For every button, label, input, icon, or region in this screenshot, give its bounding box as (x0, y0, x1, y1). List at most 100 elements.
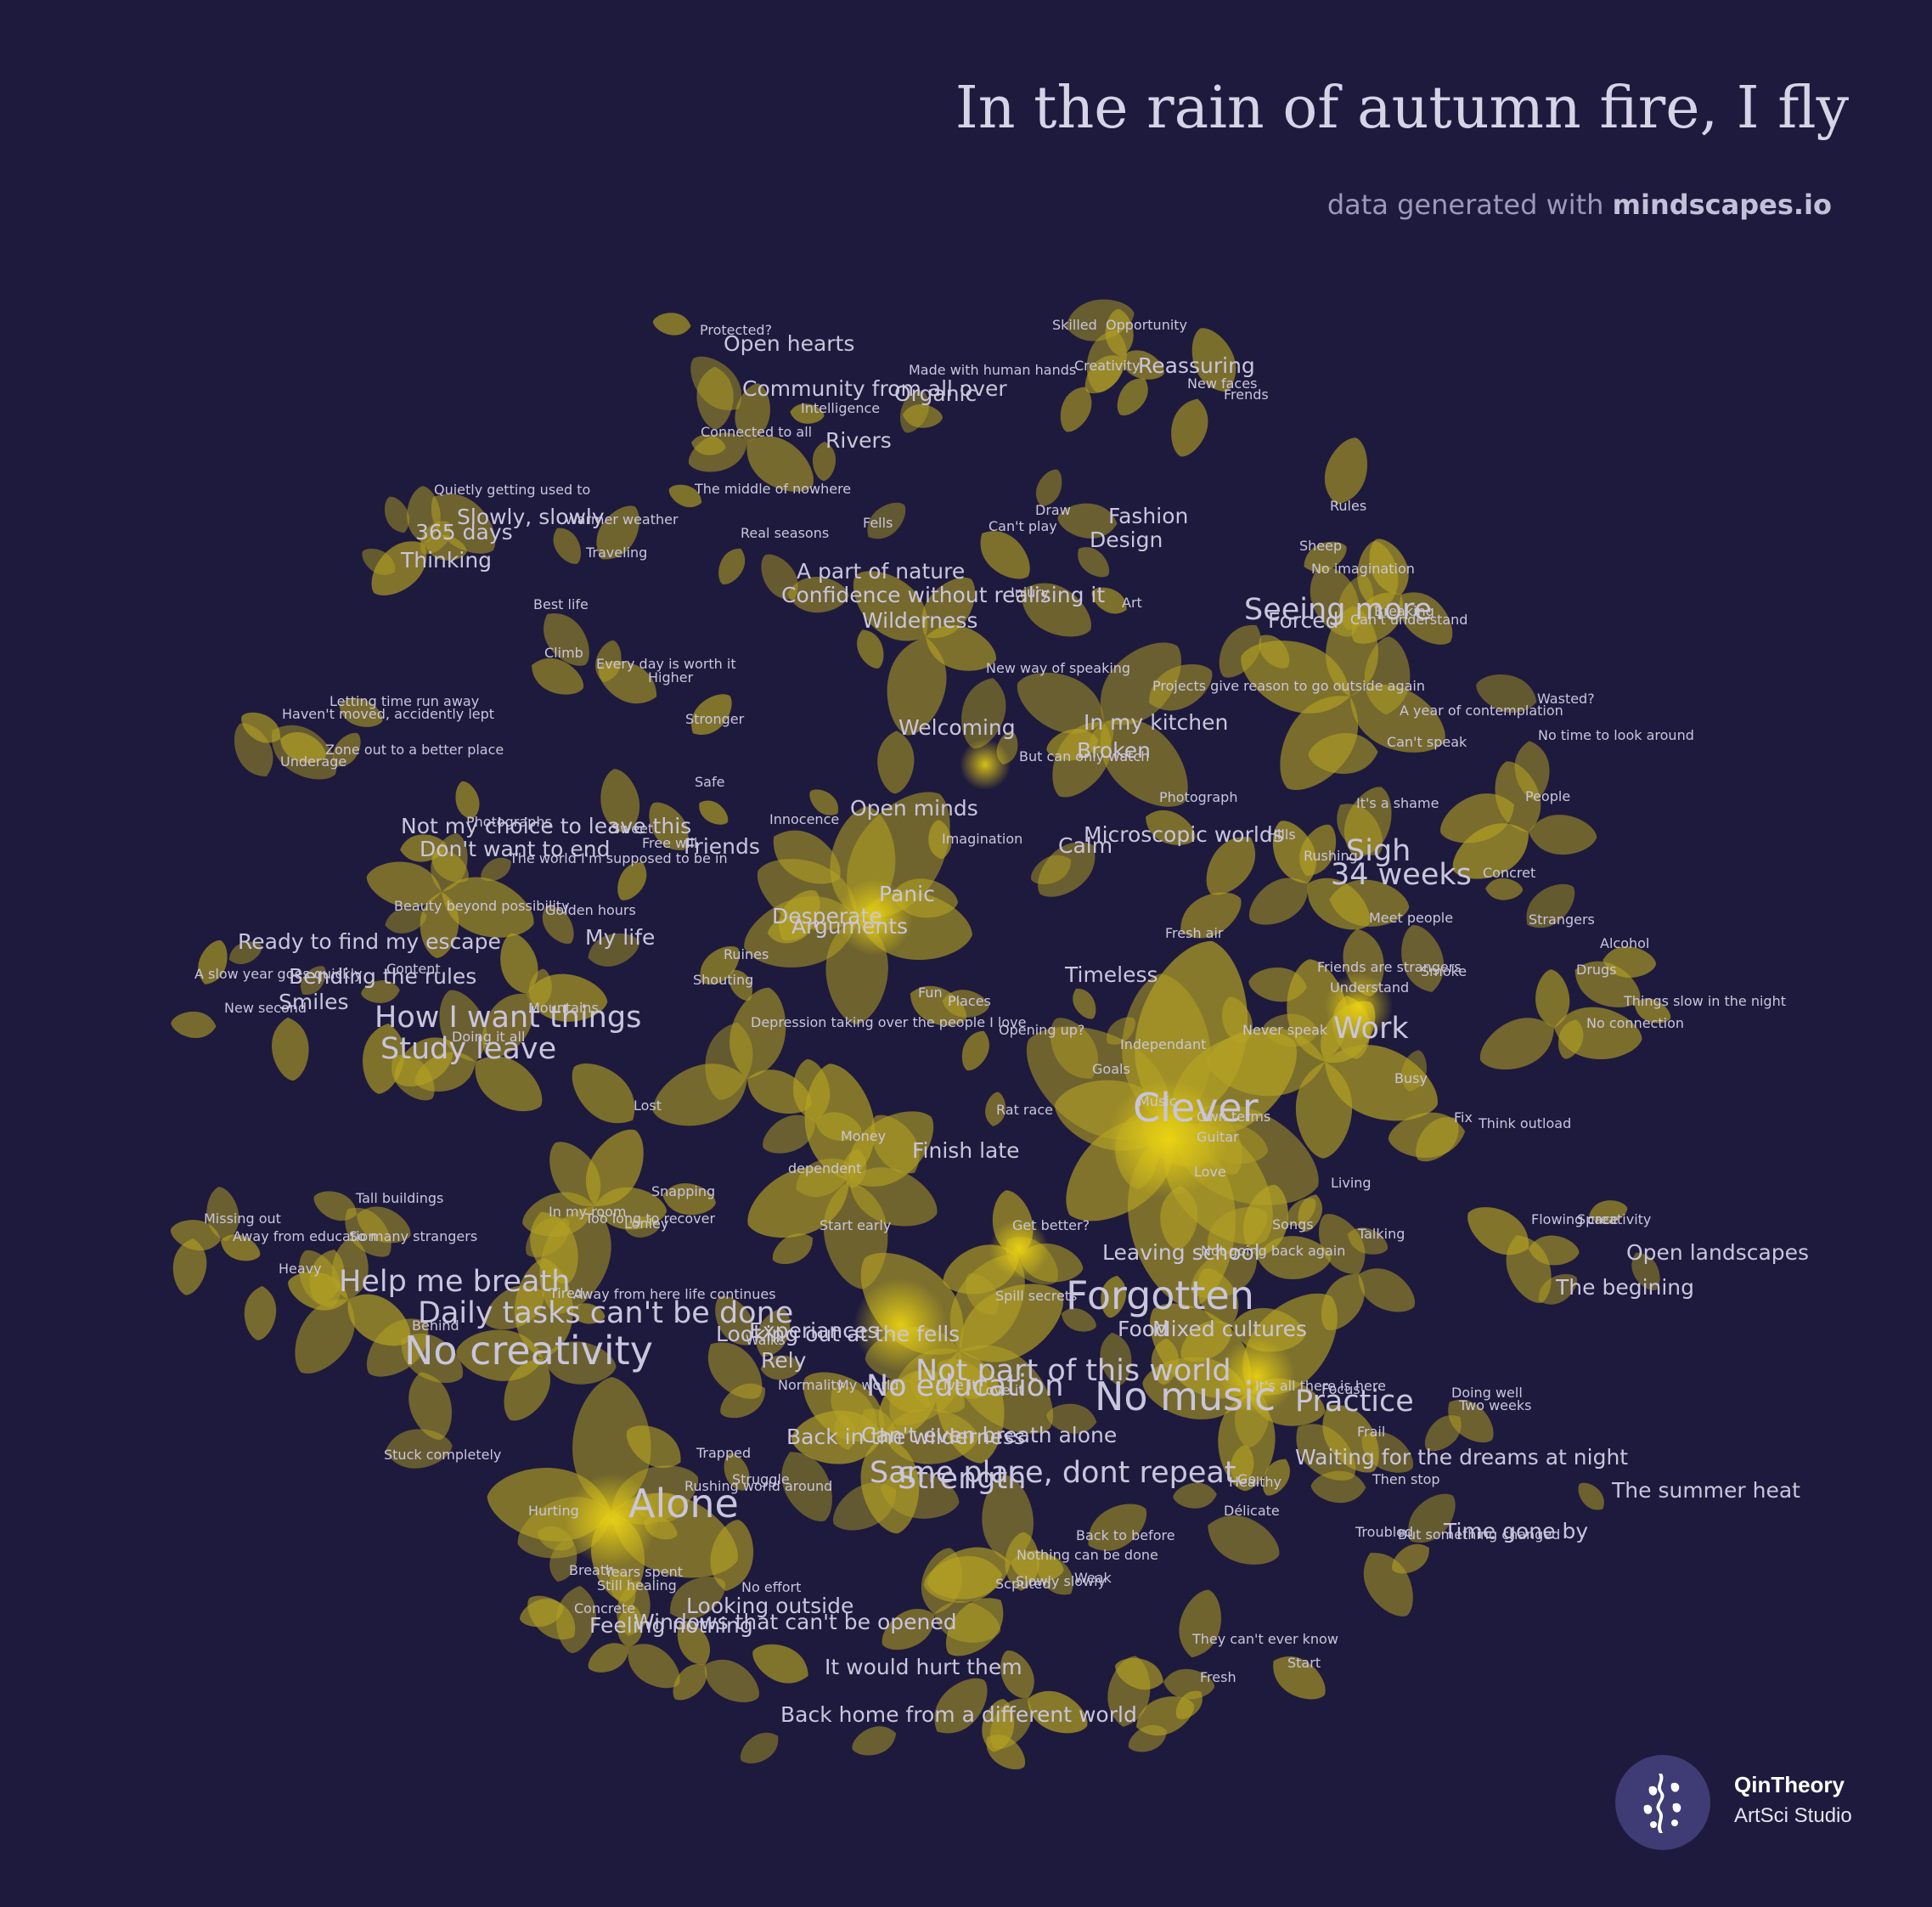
word-label: Scputed (995, 1576, 1051, 1592)
word-label: Timeless (1064, 962, 1158, 987)
word-label: dependent (788, 1160, 862, 1176)
petal-shape (1117, 378, 1148, 416)
word-label: Troubled (1355, 1524, 1413, 1540)
word-label: Microscopic worlds (1084, 822, 1284, 847)
word-label: Rushing (1304, 848, 1358, 864)
word-label: Free will (642, 835, 697, 851)
word-label: Rely (761, 1348, 807, 1373)
word-label: Rushing world around (684, 1478, 832, 1494)
petal-shape (1222, 996, 1253, 1044)
petal-shape (301, 966, 326, 996)
petal-shape (1408, 1493, 1456, 1543)
petal-shape (475, 1056, 543, 1112)
word-label: Start (1287, 1655, 1321, 1671)
petal-shape (1325, 1045, 1438, 1121)
word-label: Waiting for the dreams at night (1295, 1445, 1628, 1470)
word-label: Desperate (772, 904, 882, 928)
petal-shape (696, 366, 734, 430)
word-label: Can't even breath alone (861, 1423, 1117, 1447)
word-label: Not part of this world (915, 1354, 1231, 1388)
word-label: Help me breath (339, 1265, 570, 1299)
petal-shape (724, 1453, 750, 1491)
word-label: Don't want to end (420, 837, 611, 861)
petal-shape (339, 697, 383, 727)
petal-shape (1038, 842, 1096, 897)
word-label: Stronger (685, 711, 745, 727)
brand-name: QinTheory (1734, 1772, 1845, 1797)
petal-shape (1121, 350, 1164, 380)
word-label: Beauty beyond possibility (394, 898, 570, 914)
petal-shape (385, 1429, 453, 1469)
petal-shape (1361, 1431, 1414, 1473)
word-label: Alcohol (1600, 935, 1649, 951)
word-label: Draw (1035, 502, 1071, 518)
petal-shape (882, 1608, 935, 1650)
word-label: Things slow in the night (1623, 993, 1786, 1009)
petal-shape (333, 732, 361, 767)
petal-shape (171, 1011, 217, 1039)
petal-shape (384, 496, 410, 533)
word-label: Fresh air (1165, 925, 1224, 941)
word-label: The world I'm supposed to be in (509, 850, 728, 866)
petal-shape (1399, 592, 1453, 645)
petal-shape (710, 1520, 754, 1592)
word-label: Love it (978, 1382, 1024, 1398)
petal-shape (1171, 398, 1208, 457)
petal-shape (1538, 1273, 1578, 1305)
word-label: Rat race (996, 1102, 1053, 1118)
word-label: My world (837, 1377, 898, 1393)
word-label: Study leave (380, 1032, 556, 1066)
word-label: Behind (412, 1317, 459, 1334)
petal-shape (1329, 879, 1410, 927)
petal-shape (271, 725, 337, 780)
petal-shape (1090, 722, 1114, 754)
petal-shape (617, 862, 647, 900)
petal-shape (1028, 1690, 1088, 1734)
petal-shape (553, 528, 582, 564)
word-label: Snapping (651, 1183, 715, 1199)
petal-shape (1310, 565, 1360, 637)
word-label: Hills (1267, 827, 1296, 843)
petal-shape (1151, 1338, 1179, 1385)
word-label: Work (1333, 1012, 1409, 1046)
petal-shape (853, 571, 928, 641)
petal-shape (542, 906, 574, 944)
petal-shape (867, 502, 906, 539)
glow-spot (1219, 1338, 1295, 1414)
petal-shape (1173, 1482, 1217, 1509)
petal-shape (241, 712, 281, 743)
word-label: Forgotten (1066, 1272, 1254, 1318)
petal-shape (1086, 330, 1127, 393)
word-label: Sweet (611, 821, 653, 837)
word-label: Heavy (279, 1261, 322, 1277)
petal-shape (756, 1308, 791, 1357)
petal-shape (1000, 1650, 1034, 1699)
petal-shape (1506, 1235, 1552, 1303)
petal-shape (938, 1359, 989, 1399)
word-label: Rivers (825, 428, 892, 453)
word-label: A year of contemplation (1400, 702, 1563, 719)
word-label: Time gone by (1443, 1519, 1588, 1543)
word-label: Underage (280, 753, 346, 770)
word-label: Still healing (597, 1577, 677, 1594)
word-label: Content (386, 961, 441, 977)
word-label: Lost (634, 1097, 662, 1114)
petal-shape (877, 731, 915, 794)
petal-shape (787, 576, 849, 613)
petal-shape (652, 313, 691, 336)
word-label: Frends (1224, 386, 1269, 403)
word-label: Missing out (204, 1210, 281, 1227)
petal-shape (720, 1383, 765, 1419)
petal-shape (456, 1329, 544, 1381)
word-label: In my kitchen (1084, 710, 1228, 735)
word-label: Projects give reason to go outside again (1152, 678, 1425, 694)
word-label: Wasted? (1537, 691, 1595, 707)
petal-shape (1400, 1050, 1427, 1092)
petal-shape (549, 1538, 577, 1583)
word-label: Experiances (749, 1318, 878, 1343)
glow-layer (565, 739, 1393, 1567)
word-label: Open minds (850, 796, 978, 821)
word-label: Haven't moved, accidently lept (282, 706, 494, 722)
glow-spot (853, 1278, 947, 1372)
